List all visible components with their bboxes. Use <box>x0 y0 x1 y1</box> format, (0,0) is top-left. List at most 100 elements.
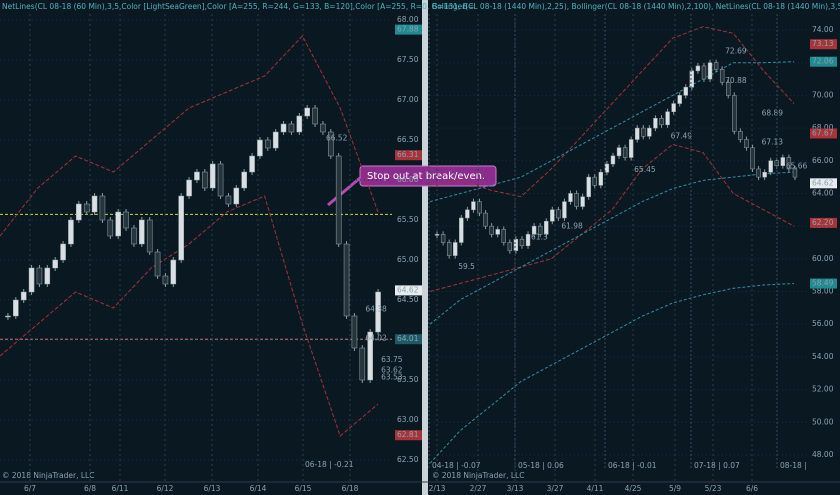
candle <box>351 315 358 349</box>
y-tick-label: 67.50 <box>397 55 419 64</box>
candle <box>471 201 476 211</box>
y-tick-label: 68.00 <box>812 123 834 132</box>
candle <box>537 225 543 235</box>
price-marker <box>395 334 422 345</box>
candle <box>335 155 342 245</box>
band-line <box>429 26 795 198</box>
y-tick-label: 65.50 <box>397 215 419 224</box>
price-marker <box>810 128 837 139</box>
level-label: 65.66 <box>786 161 808 170</box>
y-tick-label: 56.00 <box>812 319 834 328</box>
y-tick-label: 63.00 <box>397 415 419 424</box>
candle <box>689 70 695 88</box>
candle <box>489 225 494 235</box>
candle <box>83 203 90 213</box>
candle <box>628 139 634 158</box>
right-header: Bollinger(CL 08-18 (1440 Min),2,25), Bol… <box>432 2 840 11</box>
level-label: 70.88 <box>725 76 747 85</box>
band-line <box>429 283 795 464</box>
candle <box>375 291 381 333</box>
candle <box>641 127 646 137</box>
candle <box>28 267 35 293</box>
band-line <box>429 143 795 292</box>
y-tick-label: 63.50 <box>397 375 419 384</box>
period-label: 06-18 | -0.01 <box>608 461 657 470</box>
candle <box>501 229 506 243</box>
candle <box>20 291 27 301</box>
candle <box>726 82 731 96</box>
x-tick-label: 2/27 <box>470 484 487 493</box>
candle <box>465 209 470 219</box>
panel-divider <box>422 0 428 495</box>
candle <box>13 299 19 317</box>
y-tick-label: 66.00 <box>397 175 419 184</box>
candle <box>241 171 247 189</box>
x-tick-label: 6/13 <box>204 484 221 493</box>
candle <box>507 242 513 251</box>
candle <box>477 201 482 214</box>
left-copyright: © 2018 NinjaTrader, LLC <box>2 471 94 480</box>
candle <box>233 187 240 205</box>
candle <box>186 179 192 197</box>
annotation-arrow <box>327 176 361 207</box>
candle <box>44 267 51 285</box>
price-marker-label: 58.49 <box>812 279 834 288</box>
candle <box>5 315 11 318</box>
level-label: 59.5 <box>458 262 475 271</box>
price-marker <box>395 24 422 35</box>
period-label: 04-18 | -0.07 <box>432 461 481 470</box>
price-marker-label: 62.20 <box>812 218 834 227</box>
y-tick-label: 65.00 <box>397 255 419 264</box>
candle <box>556 209 561 219</box>
candle <box>367 331 373 381</box>
candle <box>178 195 184 261</box>
level-label: 61.3 <box>531 233 548 242</box>
x-tick-label: 6/12 <box>157 484 174 493</box>
candle <box>280 123 287 133</box>
candle <box>732 95 737 132</box>
price-marker-label: 64.62 <box>397 285 419 294</box>
candle <box>635 127 640 140</box>
candle <box>194 171 200 181</box>
y-tick-label: 60.00 <box>812 254 834 263</box>
price-marker <box>810 39 837 50</box>
candle <box>131 227 137 245</box>
y-tick-label: 58.00 <box>812 287 834 296</box>
candle <box>713 62 719 70</box>
y-tick-label: 64.50 <box>397 295 419 304</box>
y-tick-label: 70.00 <box>812 90 834 99</box>
price-marker-label: 66.31 <box>397 150 419 159</box>
price-marker <box>810 278 837 289</box>
x-tick-label: 3/13 <box>507 484 524 493</box>
candle <box>647 127 652 137</box>
price-marker <box>395 430 422 441</box>
period-label: 08-18 | <box>780 461 807 470</box>
x-tick-label: 6/18 <box>342 484 359 493</box>
candle <box>495 229 500 235</box>
candle <box>328 131 334 157</box>
x-tick-label: 5/9 <box>669 484 681 493</box>
candle <box>562 201 567 219</box>
level-label: 63.62 <box>381 365 403 374</box>
price-marker-label: 64.01 <box>397 334 419 343</box>
candle <box>162 275 169 285</box>
candle <box>36 267 43 285</box>
annotation: Stop out at break/even. <box>367 171 485 182</box>
candle <box>453 242 458 256</box>
candle <box>544 221 549 235</box>
price-marker <box>810 178 837 189</box>
level-label: 63.53 <box>381 373 403 382</box>
candle <box>202 171 208 189</box>
candle <box>604 163 610 173</box>
candle <box>434 234 440 236</box>
x-tick-label: 6/6 <box>746 484 758 493</box>
level-label: 64.02 <box>365 333 387 342</box>
x-tick-label: 2/13 <box>429 484 446 493</box>
price-marker-label: 62.81 <box>397 430 419 439</box>
y-tick-label: 66.00 <box>812 156 834 165</box>
price-marker <box>395 285 422 296</box>
candle <box>568 193 573 202</box>
candle <box>257 139 263 157</box>
